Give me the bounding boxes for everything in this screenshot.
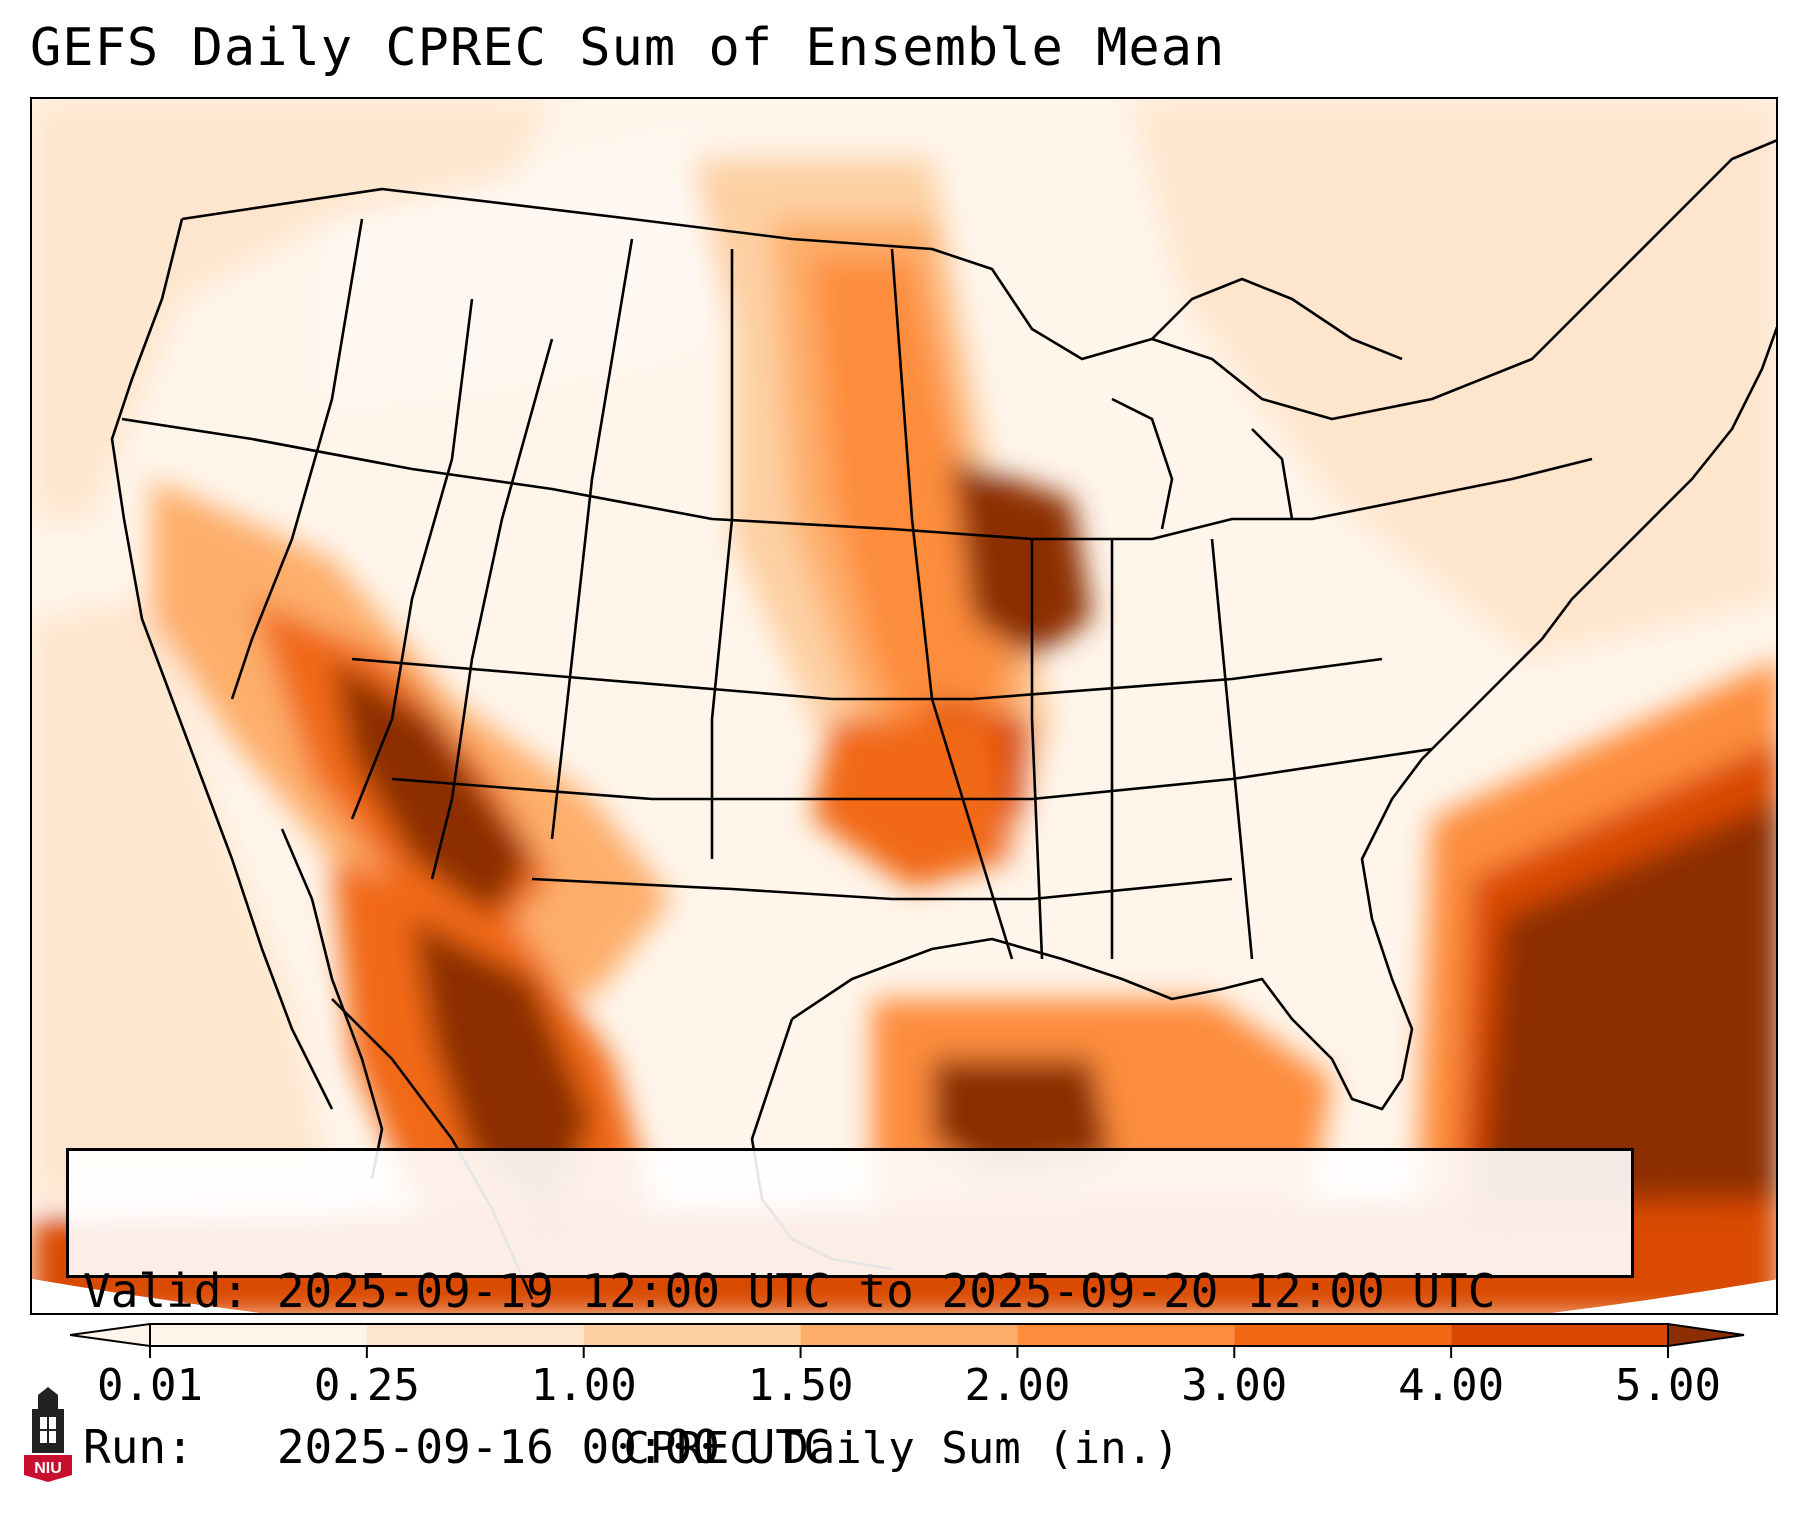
colorbar-segment — [583, 1324, 801, 1346]
niu-logo-icon: NIU — [24, 1387, 72, 1482]
colorbar-extend-high — [1667, 1322, 1745, 1348]
colorbar-segment — [1234, 1324, 1452, 1346]
colorbar-segment — [800, 1324, 1018, 1346]
colorbar-segment — [150, 1324, 367, 1346]
colorbar-label: CPREC Daily Sum (in.) — [623, 1423, 1180, 1474]
colorbar-tick-label: 4.00 — [1398, 1360, 1505, 1411]
colorbar-tick-label: 0.25 — [313, 1360, 420, 1411]
colorbar-segment — [1451, 1324, 1668, 1346]
run-time-text: Run: 2025-09-16 00:00 UTC — [83, 1420, 831, 1474]
precip-field — [32, 99, 1776, 1313]
niu-logo-text: NIU — [34, 1460, 62, 1477]
colorbar-frame — [149, 1323, 1669, 1347]
colorbar-segment — [366, 1324, 584, 1346]
map-canvas — [32, 99, 1776, 1313]
colorbar-tick-label: 3.00 — [1181, 1360, 1288, 1411]
colorbar-tick-label: 0.01 — [97, 1360, 203, 1411]
validity-info-box: Valid: 2025-09-19 12:00 UTC to 2025-09-2… — [66, 1148, 1634, 1473]
precipitation-map — [30, 97, 1778, 1315]
colorbar-tick-label: 1.50 — [747, 1360, 854, 1411]
colorbar-tick-label: 5.00 — [1615, 1360, 1721, 1411]
colorbar-tick-label: 2.00 — [964, 1360, 1071, 1411]
colorbar-tick-label: 1.00 — [530, 1360, 637, 1411]
colorbar-segment — [1017, 1324, 1235, 1346]
coastlines-and-borders — [110, 139, 1776, 1300]
colorbar — [70, 1322, 1745, 1358]
valid-time-text: Valid: 2025-09-19 12:00 UTC to 2025-09-2… — [83, 1264, 1496, 1318]
colorbar-extend-low — [70, 1322, 151, 1348]
map-title: GEFS Daily CPREC Sum of Ensemble Mean — [30, 18, 1226, 78]
